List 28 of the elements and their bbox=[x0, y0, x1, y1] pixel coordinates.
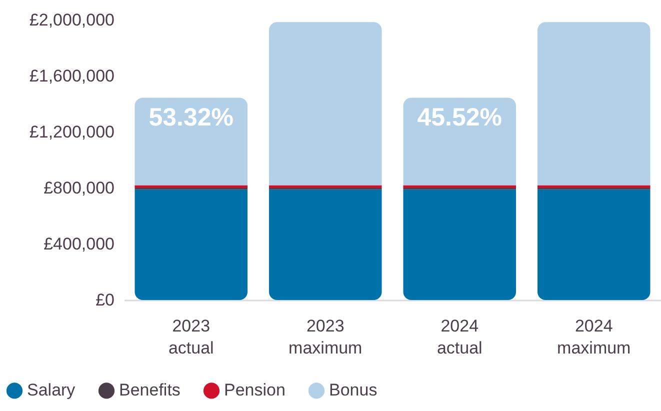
bar bbox=[403, 98, 516, 186]
y-tick-label: £1,600,000 bbox=[29, 66, 114, 86]
annotation: 45.52% bbox=[417, 104, 502, 132]
bar bbox=[537, 189, 650, 300]
bar bbox=[268, 22, 382, 186]
y-tick-label: £1,200,000 bbox=[29, 122, 114, 142]
legend-label: Salary bbox=[27, 380, 76, 400]
x-tick-label: 2024 maximum bbox=[557, 316, 631, 358]
bar bbox=[134, 98, 248, 186]
bar bbox=[537, 185, 650, 188]
bar bbox=[403, 189, 516, 300]
y-tick-label: £0 bbox=[96, 290, 114, 310]
bar bbox=[268, 189, 382, 300]
y-tick-label: £400,000 bbox=[44, 234, 114, 254]
y-tick-label: £800,000 bbox=[44, 178, 114, 198]
legend-label: Bonus bbox=[329, 380, 378, 400]
legend-label: Benefits bbox=[119, 380, 180, 400]
annotation: 53.32% bbox=[148, 104, 234, 132]
bar bbox=[403, 185, 516, 188]
x-tick-label: 2023 maximum bbox=[288, 316, 362, 358]
legend-label: Pension bbox=[224, 380, 286, 400]
bar bbox=[537, 22, 650, 186]
bar bbox=[134, 185, 248, 188]
bar bbox=[134, 189, 248, 300]
x-tick-label: 2023 actual bbox=[168, 316, 214, 358]
y-tick-label: £2,000,000 bbox=[29, 10, 114, 30]
bar bbox=[268, 185, 382, 188]
x-tick-label: 2024 actual bbox=[436, 316, 482, 358]
